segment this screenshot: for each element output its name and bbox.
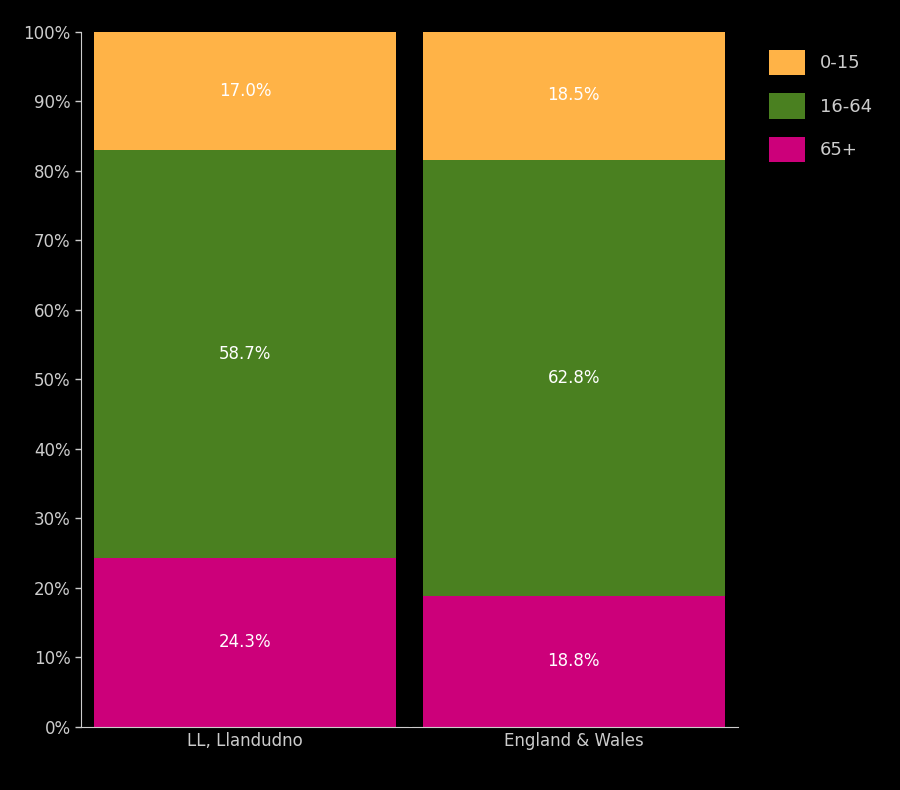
- Text: 18.8%: 18.8%: [547, 653, 600, 671]
- Bar: [94, 32, 396, 150]
- Text: 24.3%: 24.3%: [219, 634, 272, 651]
- Text: 18.5%: 18.5%: [547, 86, 600, 104]
- Bar: [423, 31, 724, 160]
- Bar: [423, 160, 724, 596]
- Text: 58.7%: 58.7%: [219, 344, 272, 363]
- Bar: [423, 596, 724, 727]
- Text: 17.0%: 17.0%: [219, 81, 272, 100]
- Bar: [94, 150, 396, 558]
- Text: 62.8%: 62.8%: [547, 369, 600, 387]
- Bar: [94, 558, 396, 727]
- Legend: 0-15, 16-64, 65+: 0-15, 16-64, 65+: [760, 40, 881, 171]
